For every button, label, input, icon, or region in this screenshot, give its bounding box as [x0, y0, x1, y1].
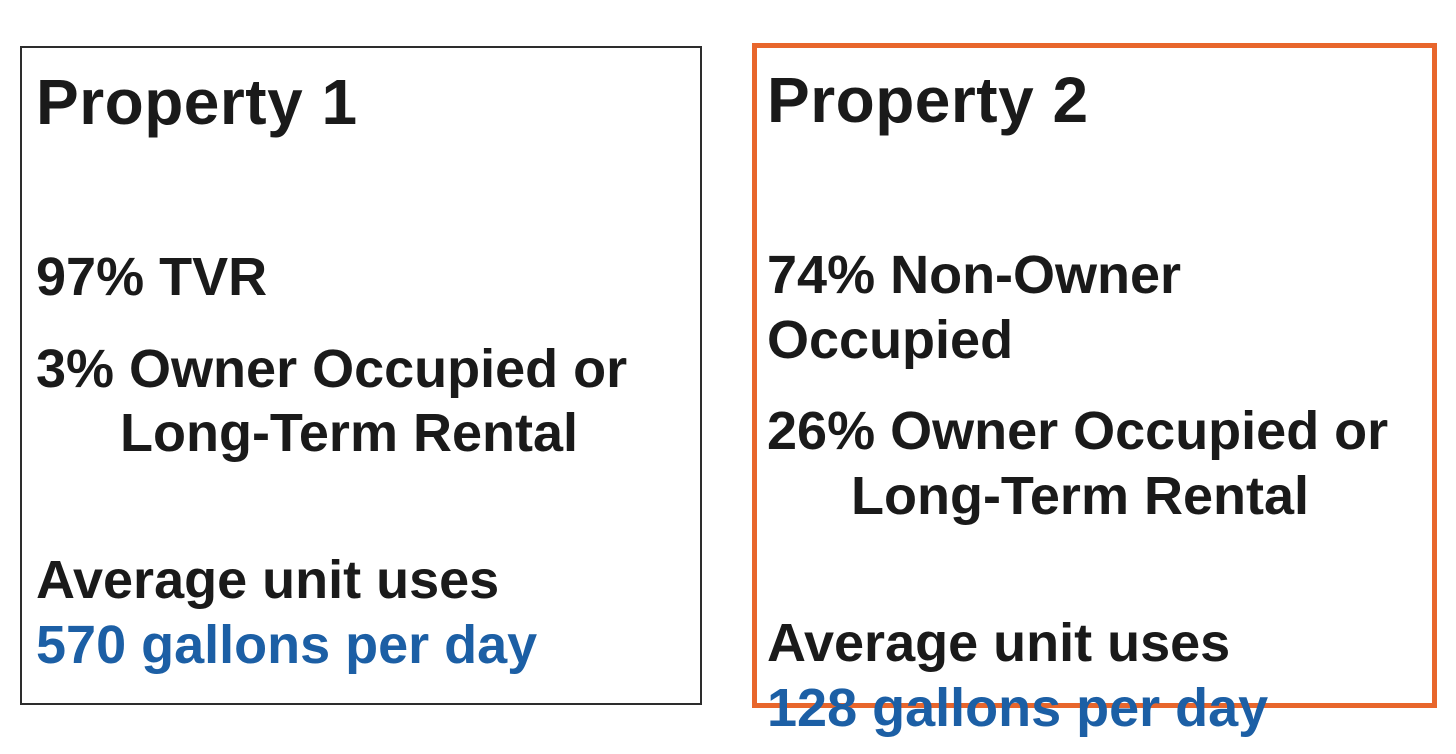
property-1-usage-label: Average unit uses [36, 550, 500, 611]
property-1-usage: Average unit uses 570 gallons per day [36, 548, 686, 678]
property-1-usage-value: 570 gallons per day [36, 614, 538, 675]
property-1-secondary-stat-line2: Long-Term Rental [120, 403, 578, 464]
property-2-secondary-stat: 26% Owner Occupied or Long-Term Rental [767, 399, 1422, 529]
property-2-secondary-stat-line1: 26% Owner Occupied or [767, 401, 1389, 462]
property-1-primary-stat: 97% TVR [36, 246, 268, 307]
property-2-usage-label: Average unit uses [767, 612, 1231, 673]
property-2-title: Property 2 [767, 64, 1089, 136]
property-2-card: Property 2 74% Non-Owner Occupied 26% Ow… [752, 43, 1437, 738]
property-2-primary-stat: 74% Non-Owner Occupied [767, 244, 1182, 370]
property-2-usage: Average unit uses 128 gallons per day [767, 611, 1422, 741]
property-1-secondary-stat-line1: 3% Owner Occupied or [36, 338, 628, 399]
property-1-secondary-stat: 3% Owner Occupied or Long-Term Rental [36, 337, 686, 467]
property-2-usage-value: 128 gallons per day [767, 677, 1269, 738]
property-1-title: Property 1 [36, 66, 358, 138]
property-2-secondary-stat-line2: Long-Term Rental [851, 466, 1309, 527]
property-1-card: Property 1 97% TVR 3% Owner Occupied or … [20, 46, 702, 705]
